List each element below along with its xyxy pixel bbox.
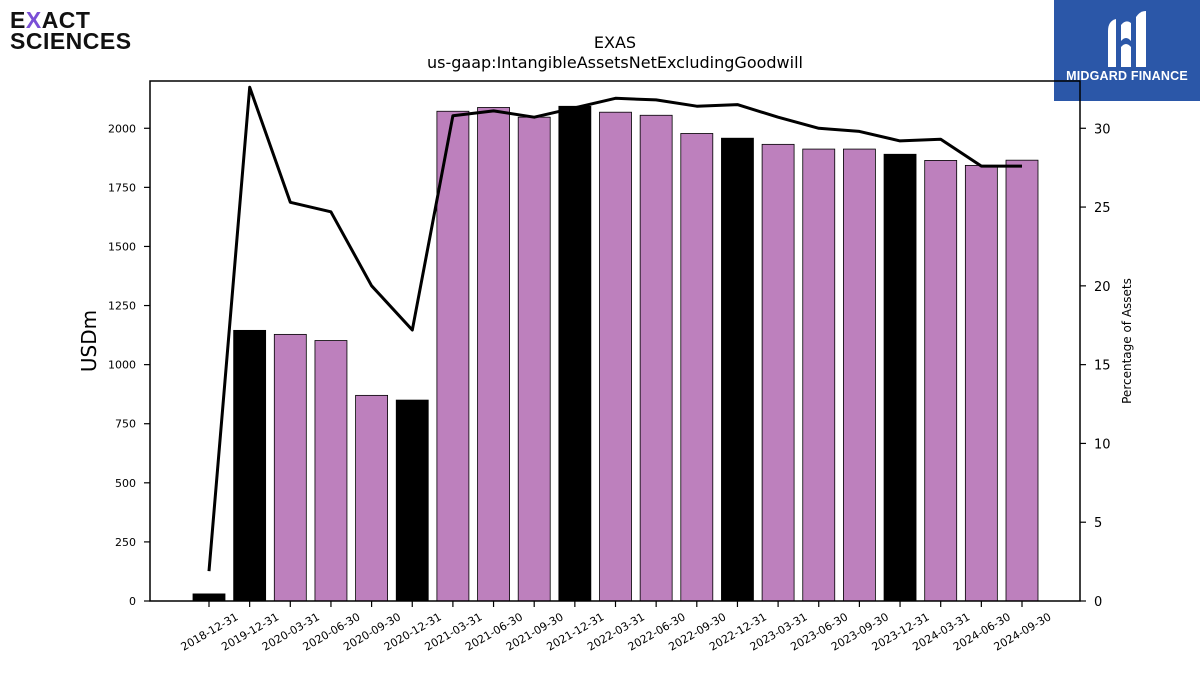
- logo-word-sciences: SCIENCES: [10, 28, 132, 54]
- y-tick-label: 500: [115, 477, 136, 490]
- bar-2024-09-30: [1005, 159, 1039, 602]
- y2-tick-label: 25: [1094, 201, 1111, 216]
- bar-2020-06-30: [314, 340, 348, 602]
- bar-2021-03-31: [436, 110, 470, 602]
- logo-letters-act: ACT: [41, 7, 91, 33]
- bar-2024-03-31: [924, 160, 958, 602]
- y2-tick-label: 30: [1094, 122, 1111, 137]
- exact-sciences-logo: EXACT SCIENCES: [10, 7, 132, 54]
- bar-2023-03-31: [761, 143, 795, 602]
- bar-2022-06-30: [639, 114, 673, 602]
- y-tick-label: 250: [115, 536, 136, 549]
- y-tick-label: 1250: [108, 300, 136, 313]
- logo-letter-e: E: [10, 7, 26, 33]
- bar-2020-09-30: [355, 394, 389, 602]
- bar-2020-12-31: [395, 399, 429, 602]
- x-axis: 2018-12-312019-12-312020-03-312020-06-30…: [179, 601, 1054, 654]
- bar-2023-09-30: [843, 148, 876, 602]
- bar-2021-09-30: [517, 116, 551, 602]
- logo-letter-x: X: [25, 7, 42, 33]
- chart-title: EXAS: [594, 33, 636, 52]
- midgard-finance-wordmark: MIDGARD FINANCE: [1066, 69, 1188, 83]
- y2-tick-label: 15: [1094, 359, 1111, 374]
- y-tick-label: 1500: [108, 240, 136, 253]
- midgard-emblem-icon: [1108, 11, 1146, 67]
- y2-tick-label: 5: [1094, 516, 1102, 531]
- y-tick-label: 750: [115, 418, 136, 431]
- y2-tick-label: 10: [1094, 437, 1111, 452]
- bar-2022-03-31: [599, 111, 632, 602]
- bar-2021-12-31: [558, 105, 592, 602]
- y-tick-label: 1750: [108, 181, 136, 194]
- chart-subtitle: us-gaap:IntangibleAssetsNetExcludingGood…: [427, 53, 803, 72]
- bar-2022-12-31: [721, 137, 754, 602]
- y2-tick-label: 20: [1094, 280, 1111, 295]
- y2-tick-label: 0: [1094, 595, 1102, 610]
- y-axis-right: 0 5 10 15 20 25 30: [1080, 122, 1111, 610]
- bar-2018-12-31: [192, 593, 226, 602]
- percentage-line: [207, 85, 1022, 572]
- bar-2021-06-30: [477, 107, 510, 602]
- y2-axis-label: Percentage of Assets: [1120, 278, 1134, 404]
- percentage-line-series: [207, 85, 1022, 572]
- bar-2022-09-30: [680, 133, 714, 602]
- y-axis-left: 0 250 500 750 1000 1250 1500 1750 2000: [108, 122, 150, 608]
- y-axis-label: USDm: [77, 310, 101, 372]
- y-tick-label: 0: [129, 595, 136, 608]
- bar-2020-03-31: [273, 333, 307, 602]
- y-tick-label: 2000: [108, 122, 136, 135]
- y-tick-label: 1000: [108, 359, 136, 372]
- bar-2019-12-31: [233, 329, 267, 602]
- midgard-finance-logo: MIDGARD FINANCE: [1054, 0, 1200, 101]
- bar-2023-06-30: [802, 148, 836, 602]
- bar-2024-06-30: [964, 164, 998, 602]
- bar-series: [192, 105, 1039, 602]
- bar-2023-12-31: [883, 153, 917, 602]
